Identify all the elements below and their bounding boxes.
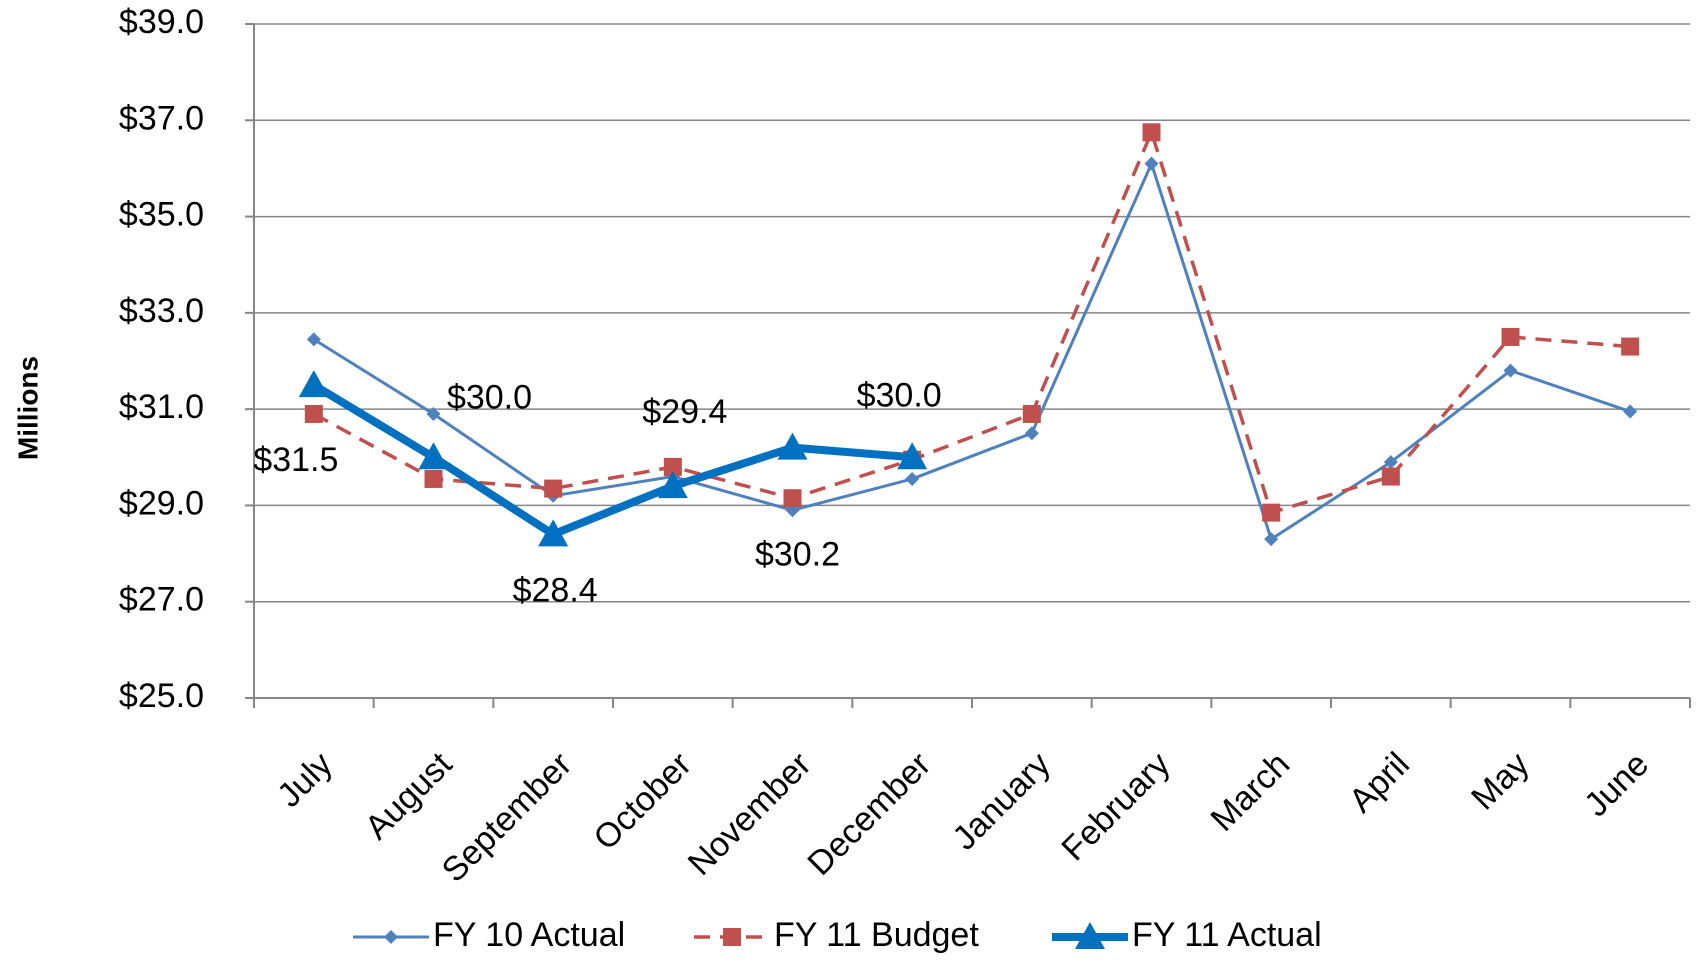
legend-label: FY 11 Actual [1132,916,1322,954]
data-point [418,442,449,470]
x-tick-label: September [435,745,579,889]
data-point [1262,503,1281,522]
data-point [304,404,323,423]
data-label: $30.0 [447,378,532,416]
data-point [298,370,329,398]
data-point [1142,123,1161,142]
data-point [663,457,682,476]
data-point [783,489,802,508]
series-line [312,130,1631,515]
data-point [1024,426,1039,441]
x-tick-label: December [800,745,938,883]
data-point [544,479,563,498]
y-axis-label: Millions [12,356,43,460]
x-tick-label: January [945,745,1057,857]
x-tick-label: June [1577,745,1656,824]
data-label: $30.0 [857,376,942,414]
data-point [1383,455,1398,470]
legend-marker [384,930,398,944]
data-point [1022,404,1041,423]
x-tick-label: April [1342,745,1417,820]
legend-marker [723,928,741,946]
y-tick-label: $33.0 [119,292,204,330]
x-tick-label: October [586,745,698,857]
x-tick-label: July [270,745,340,815]
data-label: $30.2 [755,536,840,574]
series-line [311,381,913,539]
data-point [897,442,928,470]
x-tick-label: March [1204,745,1298,839]
legend-label: FY 10 Actual [433,916,625,954]
data-point [538,519,569,547]
series-line [313,162,1631,541]
x-tick-label: November [681,745,819,883]
data-point [1503,363,1518,378]
data-label: $28.4 [513,571,598,609]
data-point [1501,327,1520,346]
x-tick-label: May [1464,745,1536,817]
data-point [777,432,808,460]
data-point [426,406,441,421]
data-point [905,471,920,486]
y-tick-label: $25.0 [119,677,204,715]
data-point [1381,467,1400,486]
y-tick-label: $37.0 [119,99,204,137]
y-tick-label: $29.0 [119,484,204,522]
data-point [1623,404,1638,419]
legend-label: FY 11 Budget [774,916,979,954]
x-tick-label: February [1054,745,1177,868]
x-tick-label: August [358,745,460,847]
data-point [1144,156,1159,171]
y-tick-label: $31.0 [119,388,204,426]
legend-marker [1075,922,1105,949]
data-point [1621,337,1640,356]
y-tick-label: $35.0 [119,196,204,234]
data-point [424,469,443,488]
data-label: $31.5 [253,441,338,479]
data-point [306,332,321,347]
data-point [657,471,688,499]
y-tick-label: $27.0 [119,581,204,619]
data-label: $29.4 [642,393,727,431]
y-tick-label: $39.0 [119,3,204,41]
data-point [1264,532,1279,547]
